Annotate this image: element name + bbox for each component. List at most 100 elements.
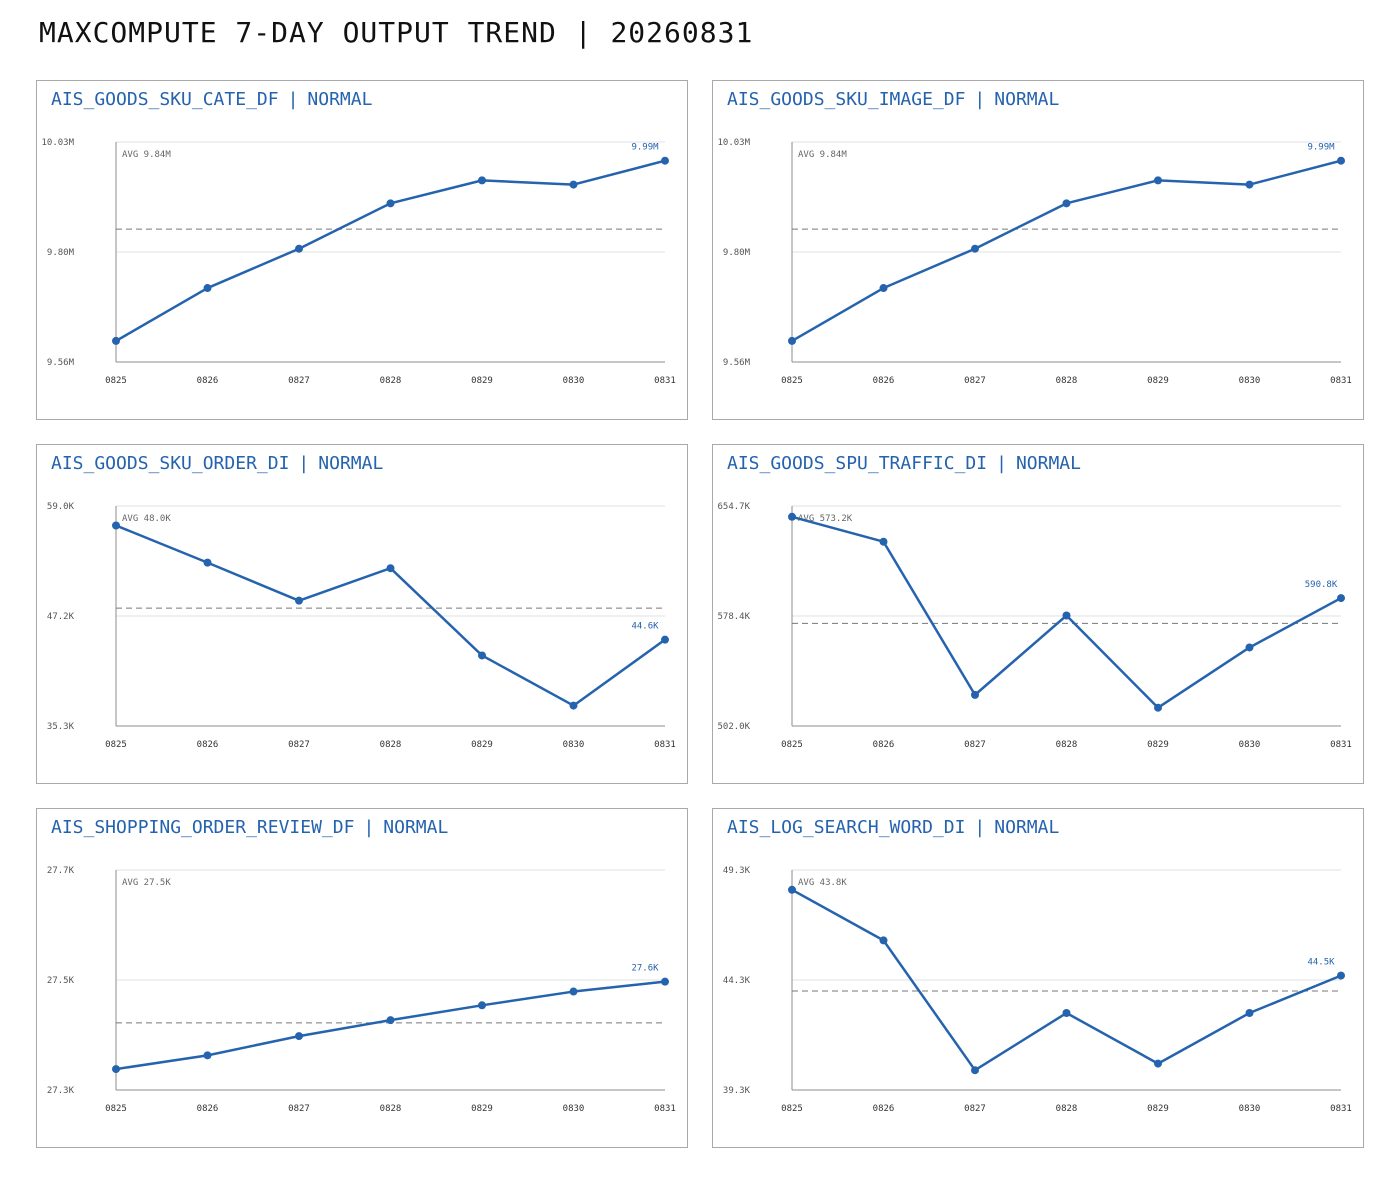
x-tick-label: 0827 [964,740,986,750]
y-tick-label: 9.56M [723,358,751,368]
x-tick-label: 0830 [563,1104,585,1114]
data-point [478,1001,486,1010]
last-value-label: 9.99M [1307,143,1335,153]
status-label: NORMAL [383,817,449,838]
y-tick-label: 44.3K [723,976,751,986]
x-tick-label: 0827 [288,1104,310,1114]
title-separator: | [298,453,310,474]
x-tick-label: 0825 [781,1104,803,1114]
y-tick-label: 654.7K [717,502,750,512]
data-point [569,701,578,710]
data-point [295,1032,303,1041]
x-tick-label: 0830 [563,740,585,750]
y-tick-label: 35.3K [47,722,75,732]
data-point [1062,1009,1071,1017]
data-point [569,180,578,189]
y-tick-label: 9.56M [47,358,75,368]
x-tick-label: 0829 [471,376,493,386]
chart-panel-spu-traffic: AIS_GOODS_SPU_TRAFFIC_DI | NORMAL 654.7K 57… [712,444,1364,784]
data-point [386,199,395,208]
table-name: AIS_GOODS_SKU_CATE_DF [51,89,279,110]
x-tick-label: 0825 [105,376,127,386]
y-tick-label: 27.3K [47,1086,75,1096]
status-label: NORMAL [318,453,384,474]
x-tick-label: 0831 [1330,376,1352,386]
status-label: NORMAL [994,817,1060,838]
data-point [203,284,212,293]
y-tick-label: 10.03M [717,138,750,148]
y-tick-label: 578.4K [717,612,750,622]
data-point [1245,643,1254,652]
title-separator: | [996,453,1007,474]
x-tick-label: 0828 [380,1104,402,1114]
panel-title: AIS_LOG_SEARCH_WORD_DI | NORMAL [727,817,1059,838]
data-point [971,244,979,253]
chart-panel-sku-image: AIS_GOODS_SKU_IMAGE_DF | NORMAL 10.03M 9.80… [712,80,1364,420]
x-tick-label: 0828 [380,376,402,386]
data-point [386,1016,395,1025]
data-point [661,977,669,986]
y-tick-label: 39.3K [723,1086,751,1096]
y-tick-label: 27.7K [47,866,75,876]
panel-title: AIS_GOODS_SPU_TRAFFIC_DI | NORMAL [727,453,1081,474]
status-label: NORMAL [307,89,373,110]
chart-panel-search-word: AIS_LOG_SEARCH_WORD_DI | NORMAL 49.3K 44.3K… [712,808,1364,1148]
table-name: AIS_LOG_SEARCH_WORD_DI [727,817,966,838]
x-tick-label: 0826 [873,740,895,750]
data-point [1062,199,1071,208]
y-tick-label: 10.03M [41,138,74,148]
x-tick-label: 0829 [1147,1104,1169,1114]
data-point [879,936,888,945]
data-point [1245,180,1254,189]
title-separator: | [363,817,375,838]
last-value-label: 590.8K [1305,580,1338,590]
x-tick-label: 0828 [1056,376,1078,386]
data-point [1337,156,1345,165]
y-tick-label: 9.80M [723,248,751,258]
chart-panel-sku-order: AIS_GOODS_SKU_ORDER_DI | NORMAL 59.0K 47.2K… [36,444,688,784]
line-chart: 59.0K 47.2K 35.3K 0825 0826 0827 0828 0829 0830 0… [47,502,676,750]
x-tick-label: 0829 [471,1104,493,1114]
average-label: AVG 48.0K [122,514,171,524]
average-label: AVG 9.84M [122,150,171,160]
data-point [569,987,578,996]
y-tick-label: 47.2K [47,612,75,622]
x-tick-label: 0829 [471,740,493,750]
data-point [295,596,303,605]
data-point [112,336,120,345]
average-label: AVG 27.5K [122,878,171,888]
data-point [788,885,796,894]
panel-title: AIS_GOODS_SKU_CATE_DF | NORMAL [51,89,372,110]
line-chart: 10.03M 9.80M 9.56M 0825 0826 0827 0828 0829 0830… [41,138,676,386]
x-tick-label: 0826 [197,1104,219,1114]
data-point [1245,1009,1254,1017]
x-tick-label: 0828 [1056,740,1078,750]
line-chart: 49.3K 44.3K 39.3K 0825 0826 0827 0828 0829 0830 0… [723,866,1352,1114]
data-point [788,336,796,345]
data-point [112,521,120,530]
x-tick-label: 0831 [654,376,676,386]
x-tick-label: 0826 [873,376,895,386]
data-point [112,1065,120,1074]
data-point [1337,971,1345,980]
x-tick-label: 0831 [1330,740,1352,750]
data-point [478,651,486,660]
x-tick-label: 0827 [964,1104,986,1114]
average-label: AVG 43.8K [798,878,847,888]
x-tick-label: 0825 [105,740,127,750]
panel-title: AIS_GOODS_SKU_IMAGE_DF | NORMAL [727,89,1059,110]
x-tick-label: 0831 [654,740,676,750]
data-point [971,690,979,699]
y-tick-label: 59.0K [47,502,75,512]
x-tick-label: 0826 [873,1104,895,1114]
panel-title: AIS_SHOPPING_ORDER_REVIEW_DF | NORMAL [51,817,448,838]
average-label: AVG 9.84M [798,150,847,160]
last-value-label: 27.6K [631,964,659,974]
average-label: AVG 573.2K [798,514,853,524]
x-tick-label: 0825 [781,740,803,750]
data-point [788,512,796,521]
data-point [386,564,395,573]
x-tick-label: 0829 [1147,740,1169,750]
data-point [879,284,888,293]
x-tick-label: 0825 [781,376,803,386]
